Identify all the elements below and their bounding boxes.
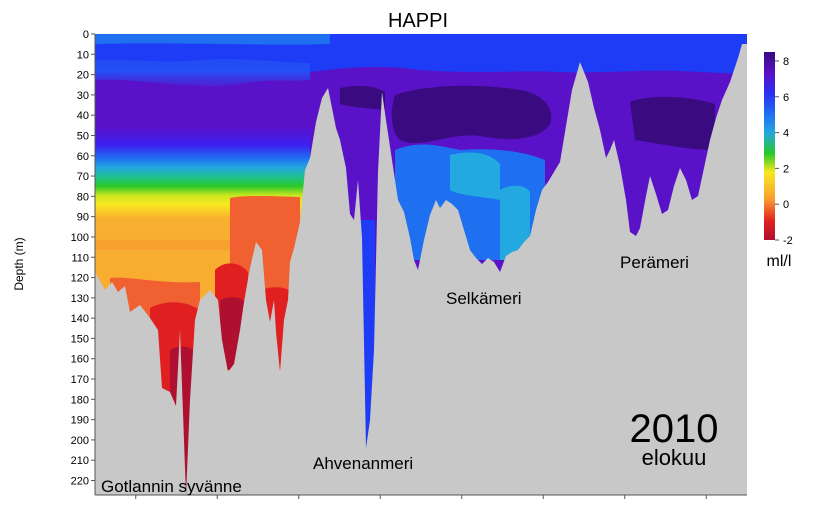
month-label: elokuu: [642, 445, 707, 470]
y-tick-label: 90: [77, 212, 89, 224]
annotation-gotlannin: Gotlannin syvänne: [101, 477, 242, 496]
colorbar-unit-label: ml/l: [767, 253, 792, 270]
gotland-purple-layer: [95, 79, 310, 125]
y-tick-label: 130: [71, 293, 89, 305]
y-tick-label: 120: [71, 273, 89, 285]
colorbar-tick-label: 2: [783, 163, 789, 175]
year-label: 2010: [630, 407, 719, 451]
y-tick-label: 180: [71, 394, 89, 406]
y-tick-label: 200: [71, 435, 89, 447]
colorbar-tick-label: 6: [783, 92, 789, 104]
annotation-perameri: Perämeri: [620, 253, 689, 272]
perameri-dark-core: [630, 96, 715, 150]
y-tick-label: 110: [71, 252, 89, 264]
y-tick-label: 100: [71, 232, 89, 244]
y-tick-label: 150: [71, 333, 89, 345]
selkameri-light-cell: [450, 152, 500, 200]
seabed-bathymetry: [95, 44, 747, 495]
y-tick-label: 210: [71, 455, 89, 467]
colorbar-ticks: 8 6 4 2 0 -2: [775, 56, 793, 247]
y-tick-label: 20: [77, 70, 89, 82]
colorbar: [764, 52, 775, 240]
surface-light-band: [95, 34, 330, 45]
annotation-selkameri: Selkämeri: [446, 289, 522, 308]
x-axis-ticks: [135, 495, 707, 499]
y-axis-ticks: 0 10 20 30 40 50 60 70 80 90 100 110 120 130 140 150 160…: [71, 29, 95, 488]
y-tick-label: 40: [77, 110, 89, 122]
ahvenanmeri-dark-core: [340, 85, 385, 110]
chart-title: HAPPI: [388, 10, 448, 32]
y-tick-label: 50: [77, 130, 89, 142]
selkameri-dark-core: [391, 85, 552, 144]
y-tick-label: 160: [71, 354, 89, 366]
y-tick-label: 70: [77, 171, 89, 183]
annotation-ahvenanmeri: Ahvenanmeri: [313, 454, 413, 473]
y-tick-label: 10: [77, 49, 89, 61]
colorbar-tick-label: 0: [783, 199, 789, 211]
y-tick-label: 30: [77, 90, 89, 102]
colorbar-tick-label: 4: [783, 128, 789, 140]
y-tick-label: 190: [71, 415, 89, 427]
y-tick-label: 220: [71, 476, 89, 488]
y-axis-label: Depth (m): [12, 237, 26, 290]
y-tick-label: 170: [71, 374, 89, 386]
plot-area: [95, 34, 747, 495]
colorbar-tick-label: 8: [783, 56, 789, 68]
colorbar-tick-label: -2: [783, 235, 793, 247]
y-tick-label: 140: [71, 313, 89, 325]
y-tick-label: 80: [77, 191, 89, 203]
y-tick-label: 0: [83, 29, 89, 41]
y-tick-label: 60: [77, 151, 89, 163]
selkameri-light-cell-2: [500, 185, 530, 260]
